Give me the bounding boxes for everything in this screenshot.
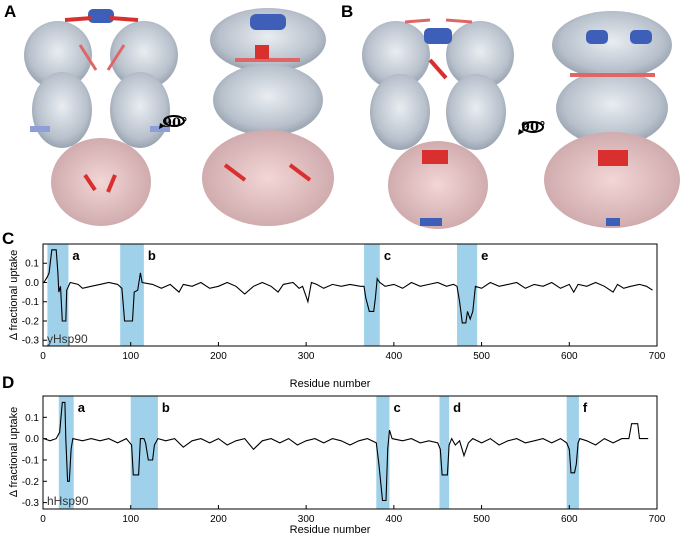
- plot-frame: [42, 243, 658, 347]
- rotation-label-a: 90°: [163, 116, 188, 131]
- chart-c-yhsp90: 0 100 200 300 400 500 600 700 0.1 0.0 -0.1 -0.2 -0.…: [8, 243, 666, 390]
- rotation-arrow-a: 90°: [159, 115, 188, 131]
- x-axis-title: Residue number: [290, 378, 371, 390]
- x-tick-label: 400: [386, 351, 403, 362]
- region-label: a: [78, 400, 86, 415]
- series-line: [43, 401, 649, 502]
- region-label: e: [481, 248, 488, 263]
- chart-d-hhsp90: 0 100 200 300 400 500 600 700 0.1 0.0 -0.1 -0.2 -0.…: [8, 395, 666, 536]
- x-tick-label: 300: [298, 351, 315, 362]
- panel-letter-d: D: [2, 373, 14, 392]
- y-axis-ticks: 0.1 0.0 -0.1 -0.2 -0.3: [22, 259, 47, 347]
- x-tick-label: 500: [473, 514, 490, 525]
- x-tick-label: 700: [649, 351, 666, 362]
- x-tick-label: 300: [298, 514, 315, 525]
- rotation-label-b: 90°: [521, 120, 546, 135]
- rotation-arrow-b: 90°: [518, 120, 546, 135]
- y-tick-label: 0.0: [25, 434, 39, 445]
- y-tick-label: 0.0: [25, 278, 39, 289]
- protein-structure-b-front: [362, 18, 514, 229]
- panel-b-structures: 90°: [362, 11, 680, 229]
- x-tick-label: 100: [122, 351, 139, 362]
- highlight-region: [364, 244, 380, 346]
- y-tick-label: -0.3: [22, 336, 40, 347]
- x-tick-label: 0: [40, 514, 46, 525]
- region-label: b: [148, 248, 156, 263]
- region-label: d: [453, 400, 461, 415]
- x-tick-label: 600: [561, 514, 578, 525]
- x-tick-label: 700: [649, 514, 666, 525]
- x-tick-label: 100: [122, 514, 139, 525]
- x-tick-label: 600: [561, 351, 578, 362]
- highlight-regions: [58, 396, 579, 509]
- highlight-regions: [47, 244, 478, 346]
- y-tick-label: -0.3: [22, 498, 40, 509]
- y-tick-label: 0.1: [25, 413, 39, 424]
- x-tick-label: 0: [40, 351, 46, 362]
- panel-letter-c: C: [2, 229, 14, 248]
- y-tick-label: -0.1: [22, 297, 40, 308]
- plot-frame: [42, 395, 658, 510]
- protein-structure-a-front: [24, 9, 178, 226]
- y-tick-label: 0.1: [25, 259, 39, 270]
- panel-letter-b: B: [341, 2, 353, 21]
- panel-letter-a: A: [4, 2, 16, 21]
- x-axis-ticks: 0 100 200 300 400 500 600 700: [40, 505, 666, 525]
- y-tick-label: -0.1: [22, 455, 40, 466]
- panel-a-structures: 90°: [24, 8, 334, 226]
- y-axis-ticks: 0.1 0.0 -0.1 -0.2 -0.3: [22, 413, 47, 509]
- protein-structure-a-side: [202, 8, 334, 226]
- region-label: c: [384, 248, 391, 263]
- highlight-region: [47, 244, 69, 346]
- y-tick-label: -0.2: [22, 477, 40, 488]
- series-line: [43, 249, 653, 324]
- x-axis-ticks: 0 100 200 300 400 500 600 700: [40, 342, 666, 362]
- highlight-region: [566, 396, 579, 509]
- species-label: hHsp90: [47, 494, 89, 508]
- region-label: f: [583, 400, 588, 415]
- y-axis-title: Δ fractional uptake: [8, 407, 20, 498]
- region-label: b: [162, 400, 170, 415]
- x-tick-label: 200: [210, 514, 227, 525]
- y-tick-label: -0.2: [22, 316, 40, 327]
- x-tick-label: 400: [386, 514, 403, 525]
- y-axis-title: Δ fractional uptake: [8, 250, 20, 341]
- x-axis-title: Residue number: [290, 524, 371, 536]
- region-label: c: [393, 400, 400, 415]
- highlight-region: [120, 244, 144, 346]
- highlight-region: [439, 396, 450, 509]
- region-label: a: [72, 248, 80, 263]
- x-tick-label: 200: [210, 351, 227, 362]
- species-label: yHsp90: [47, 332, 88, 346]
- x-tick-label: 500: [473, 351, 490, 362]
- protein-structure-b-side: [544, 11, 680, 228]
